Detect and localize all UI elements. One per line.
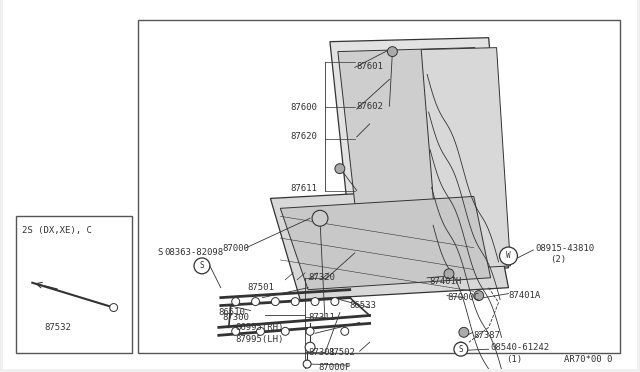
Circle shape [291, 298, 299, 305]
Text: 87602: 87602 [356, 102, 383, 110]
Circle shape [456, 342, 466, 352]
Circle shape [312, 210, 328, 226]
Circle shape [500, 247, 517, 265]
Text: S: S [157, 248, 163, 257]
Polygon shape [330, 38, 509, 276]
Circle shape [271, 298, 279, 305]
Bar [17, 216, 131, 353]
Circle shape [331, 298, 339, 305]
Circle shape [232, 327, 239, 335]
Polygon shape [270, 186, 509, 299]
Text: 87301: 87301 [308, 348, 335, 357]
Circle shape [303, 360, 311, 368]
Circle shape [252, 298, 259, 305]
Text: 87000F: 87000F [318, 363, 350, 372]
Circle shape [257, 327, 264, 335]
Circle shape [232, 298, 239, 305]
Circle shape [387, 46, 397, 57]
Circle shape [454, 342, 468, 356]
Text: 87501: 87501 [248, 283, 275, 292]
Text: 2S (DX,XE), C: 2S (DX,XE), C [22, 226, 92, 235]
Circle shape [335, 164, 345, 174]
Bar [138, 20, 620, 353]
Text: 87600: 87600 [290, 103, 317, 112]
Text: S: S [200, 262, 204, 270]
Text: W: W [506, 251, 511, 260]
Circle shape [341, 327, 349, 335]
Text: (1): (1) [506, 355, 523, 363]
Circle shape [444, 269, 454, 279]
Text: 87611: 87611 [290, 184, 317, 193]
Text: 87320: 87320 [308, 273, 335, 282]
Text: 87620: 87620 [290, 132, 317, 141]
Circle shape [305, 342, 315, 352]
Text: 87387: 87387 [474, 331, 500, 340]
Circle shape [306, 327, 314, 335]
Text: 87000: 87000 [223, 244, 250, 253]
Text: 87000C: 87000C [447, 293, 479, 302]
Text: 87401H: 87401H [429, 277, 461, 286]
Text: 08915-43810: 08915-43810 [535, 244, 595, 253]
Text: AR70*00 0: AR70*00 0 [564, 355, 612, 363]
Text: 87532: 87532 [44, 323, 71, 332]
Text: 87995(LH): 87995(LH) [236, 335, 284, 344]
Text: 87601: 87601 [356, 62, 383, 71]
Text: 86995(RH): 86995(RH) [236, 323, 284, 332]
Circle shape [282, 327, 289, 335]
Text: S: S [458, 345, 463, 354]
Text: 87300: 87300 [223, 313, 250, 322]
Text: (2): (2) [550, 256, 566, 264]
Circle shape [109, 304, 118, 311]
Text: 87401A: 87401A [509, 291, 541, 300]
Circle shape [194, 258, 210, 274]
Polygon shape [421, 48, 511, 270]
Text: 86510: 86510 [219, 308, 246, 317]
Circle shape [474, 291, 484, 301]
Polygon shape [280, 196, 491, 290]
Polygon shape [338, 48, 493, 265]
Text: 87311: 87311 [308, 313, 335, 322]
Text: 08363-82098: 08363-82098 [164, 248, 223, 257]
Circle shape [459, 327, 469, 337]
Circle shape [311, 298, 319, 305]
Text: 86533: 86533 [350, 301, 376, 310]
Text: 08540-61242: 08540-61242 [491, 343, 550, 352]
Text: 87502: 87502 [328, 348, 355, 357]
